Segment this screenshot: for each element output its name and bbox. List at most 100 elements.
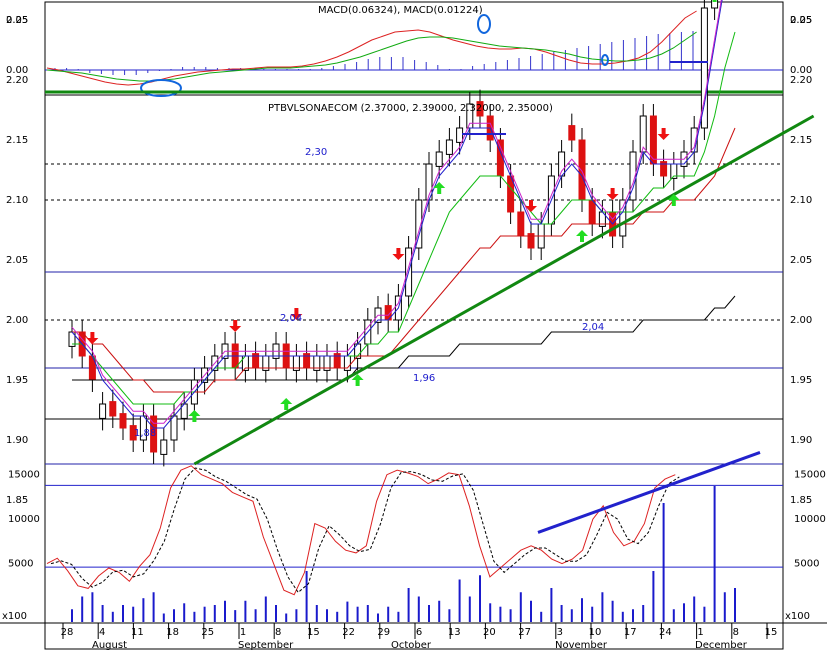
price-tick-label-right: 2.25 [790,15,812,26]
price-tick-label-left: 1.95 [6,375,28,386]
candle-body [445,139,453,155]
x-axis-day-label: 15 [307,627,320,638]
volume-tick-label-right: 15000 [794,470,826,481]
candle-body [476,101,484,117]
moving-average-slow [72,127,736,393]
macd-tick-label-right: 0.00 [790,65,812,76]
buy-signal-arrow [433,182,446,194]
sell-signal-arrow [229,320,242,332]
price-annotation: 1,88 [134,428,156,439]
x-axis-day-label: 1 [240,627,246,638]
volume-tick-label-left: 5000 [8,559,33,570]
price-panel: 2,30 2,04 1,96 1,88 2,04 [45,0,815,467]
price-tick-label-left: 2.10 [6,195,28,206]
candle-body [160,439,168,455]
volume-tick-label-right: 10000 [794,514,826,525]
price-tick-label-right: 1.90 [790,435,812,446]
x-axis-day-label: 11 [131,627,144,638]
volume-tick-label-left: 10000 [8,514,40,525]
x-axis-day-label: 29 [377,627,390,638]
candle-body [711,0,719,9]
x-axis-day-label: 18 [166,627,179,638]
price-tick-label-left: 2.00 [6,315,28,326]
sell-signal-arrow [525,200,537,212]
buy-signal-arrow [188,410,201,422]
price-tick-label-left: 2.20 [6,75,28,86]
candle-body [700,7,708,129]
candle-body [456,127,464,143]
candle-body [119,413,127,429]
price-annotation: 2,04 [582,322,604,333]
stochastic-trendline [537,451,761,534]
x-axis-day-label: 8 [275,627,281,638]
price-tick-label-right: 2.00 [790,315,812,326]
candle-body [99,403,107,419]
moving-average-mid [72,31,736,405]
candle-body [109,401,117,417]
x-axis-day-label: 10 [589,627,602,638]
x-axis-day-label: 8 [733,627,739,638]
macd-panel: 0.05 0.05 0.00 0.00 [6,10,812,97]
macd-caption: MACD(0.06324), MACD(0.01224) [318,5,483,16]
price-tick-label-right: 2.10 [790,195,812,206]
x-axis-day-label: 27 [518,627,531,638]
macd-tick-label-left: 0.00 [6,65,28,76]
x-axis-day-label: 4 [99,627,105,638]
volume-unit-right: x100 [785,611,810,622]
price-annotation: 2,04 [280,313,302,324]
x-axis-day-label: 15 [765,627,778,638]
sell-signal-arrow [606,188,619,200]
x-axis-day-label: 17 [624,627,637,638]
axis-labels: 2.402.402.352.352.302.302.252.252.202.20… [6,15,812,651]
price-tick-label-right: 1.85 [790,495,812,506]
plot-frame [44,1,784,650]
ticker-caption: PTBVLSONAECOM (2.37000, 2.39000, 2.32000… [268,103,553,114]
buy-signal-arrow [712,0,717,2]
moving-average-fast [71,0,723,429]
candle-body [578,139,586,201]
stochastic-k-line [46,465,676,596]
x-axis-month-label: August [92,640,127,651]
macd-tick-label-right: 0.05 [790,15,812,26]
price-annotation: 1,96 [413,373,435,384]
price-tick-label-right: 2.20 [790,75,812,86]
candle-body [170,415,178,441]
x-axis-day-label: 6 [416,627,422,638]
price-tick-label-right: 2.05 [790,255,812,266]
sell-signal-arrow [392,248,405,260]
buy-signal-arrow [280,398,293,410]
moving-average-long [72,295,736,381]
x-axis-month-label: October [391,640,432,651]
x-axis-month-label: November [555,640,608,651]
x-axis-month-label: December [695,640,748,651]
buy-signal-arrow [667,194,680,206]
volume-unit-left: x100 [2,611,27,622]
x-axis-day-label: 1 [697,627,703,638]
volume-tick-label-right: 5000 [794,559,819,570]
price-tick-label-right: 1.95 [790,375,812,386]
price-tick-label-left: 1.90 [6,435,28,446]
highlight-ellipse [601,54,609,66]
candle-body [619,199,627,237]
price-tick-label-left: 2.25 [6,15,28,26]
price-annotation: 2,30 [305,147,327,158]
sell-signal-arrow [86,332,99,344]
candle-body [588,199,596,225]
volume-tick-label-left: 15000 [8,470,40,481]
x-axis-day-label: 13 [448,627,461,638]
candle-body [129,425,137,441]
candle-body [435,151,443,167]
x-axis-month-label: September [238,640,294,651]
x-axis-day-label: 28 [61,627,74,638]
candle-body [527,233,535,249]
candle-body [568,125,576,141]
price-tick-label-left: 1.85 [6,495,28,506]
buy-signal-arrow [576,230,588,242]
sell-signal-arrow [657,128,670,140]
highlight-ellipse [140,79,182,97]
x-axis-day-label: 24 [659,627,672,638]
moving-average-pink [71,0,722,424]
uptrend-line [193,114,815,466]
volume-panel: 15000 15000 10000 10000 5000 5000 x100 x100 [2,451,826,622]
